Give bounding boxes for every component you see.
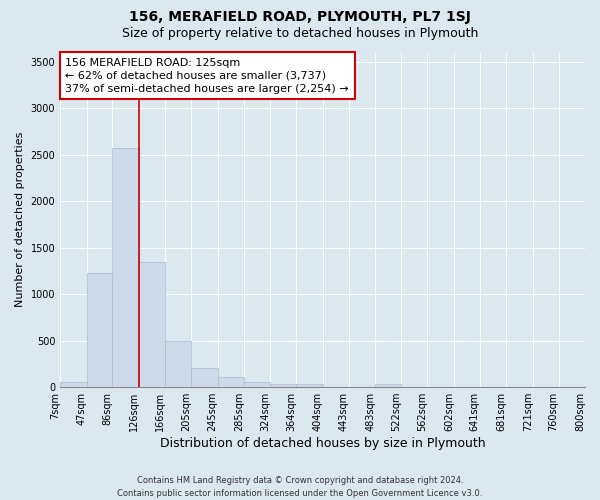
- Bar: [112, 148, 139, 387]
- Bar: [270, 384, 296, 387]
- Bar: [139, 262, 166, 387]
- Bar: [244, 382, 270, 387]
- Text: Size of property relative to detached houses in Plymouth: Size of property relative to detached ho…: [122, 28, 478, 40]
- Bar: [191, 368, 218, 387]
- Text: Contains HM Land Registry data © Crown copyright and database right 2024.
Contai: Contains HM Land Registry data © Crown c…: [118, 476, 482, 498]
- Bar: [375, 384, 401, 387]
- Bar: [296, 384, 323, 387]
- Text: 156 MERAFIELD ROAD: 125sqm
← 62% of detached houses are smaller (3,737)
37% of s: 156 MERAFIELD ROAD: 125sqm ← 62% of deta…: [65, 58, 349, 94]
- Y-axis label: Number of detached properties: Number of detached properties: [15, 132, 25, 308]
- Bar: [218, 377, 244, 387]
- X-axis label: Distribution of detached houses by size in Plymouth: Distribution of detached houses by size …: [160, 437, 485, 450]
- Bar: [86, 273, 112, 387]
- Bar: [60, 382, 86, 387]
- Text: 156, MERAFIELD ROAD, PLYMOUTH, PL7 1SJ: 156, MERAFIELD ROAD, PLYMOUTH, PL7 1SJ: [129, 10, 471, 24]
- Bar: [166, 340, 191, 387]
